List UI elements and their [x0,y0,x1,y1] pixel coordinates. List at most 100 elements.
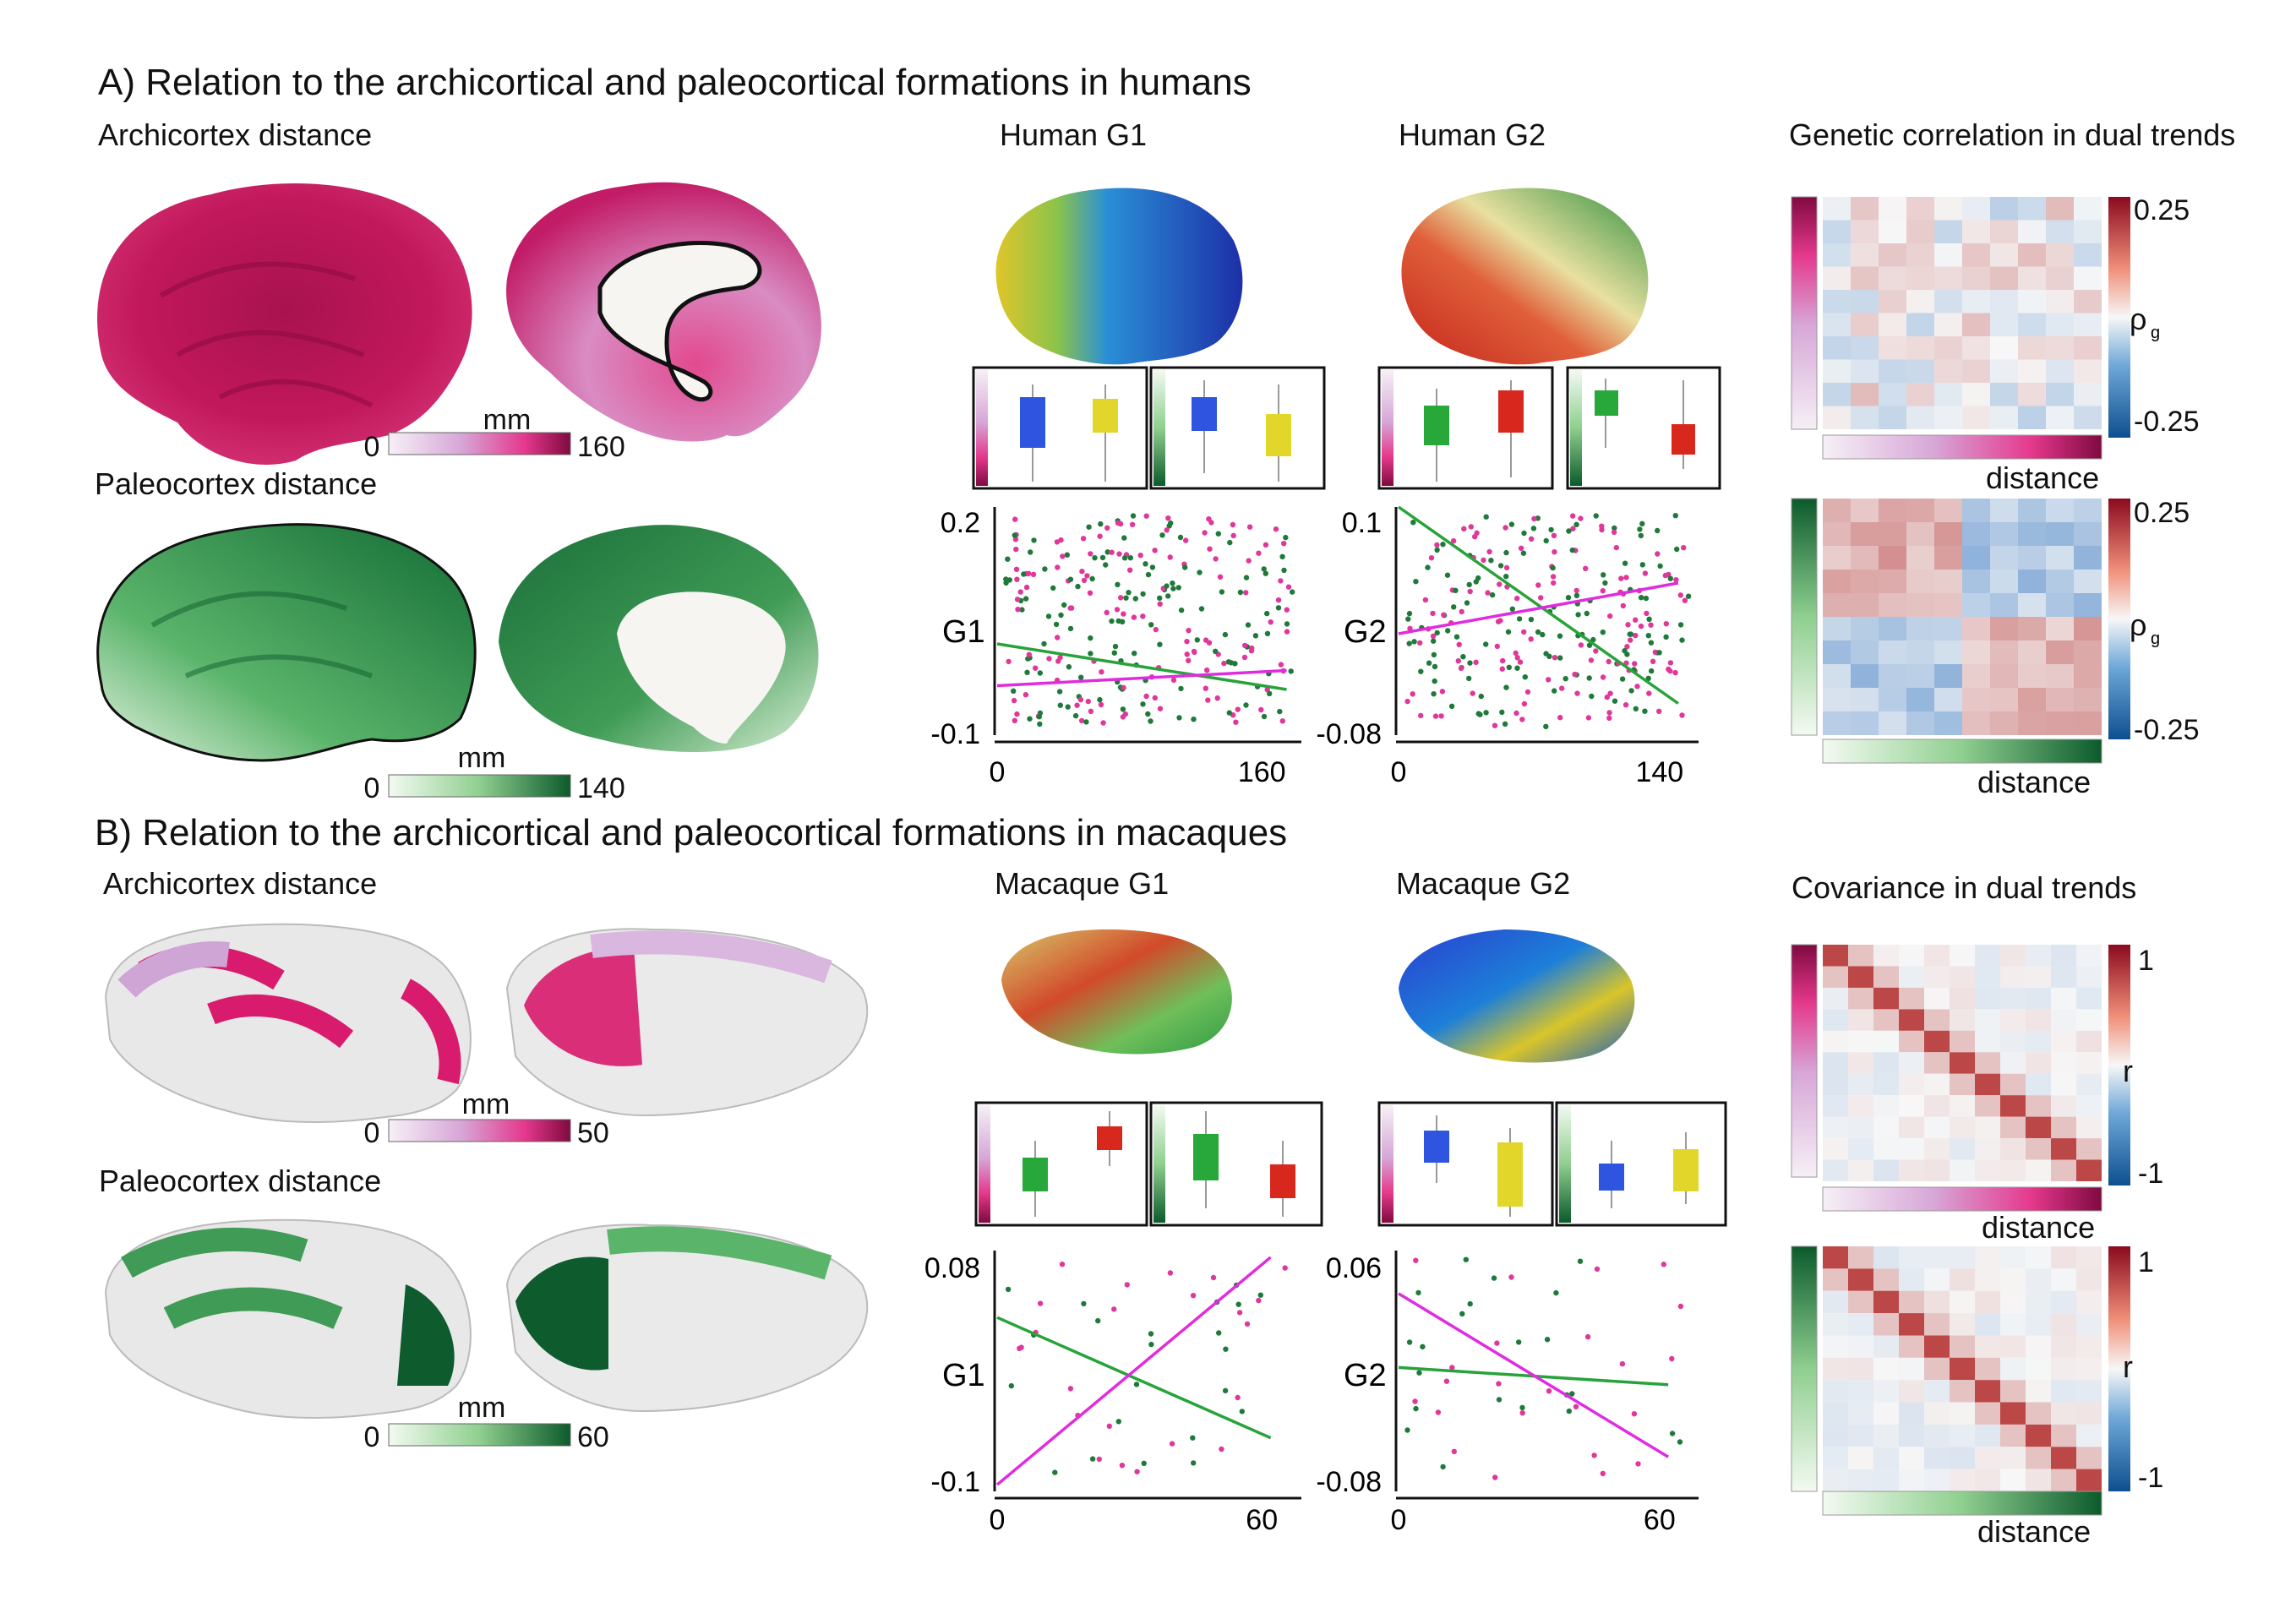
scatter-point [1023,584,1030,591]
scatter-point [1631,1411,1638,1417]
matrix-cell [1823,1246,1848,1269]
matrix-cell [2000,1268,2026,1291]
matrix-cell [1873,1138,1899,1160]
scatter-point [1406,1339,1413,1345]
matrix-cell [1990,220,2018,243]
matrix-cell [1934,664,1962,688]
matA1-rho-symbol: ρ [2130,302,2146,336]
scatter-point [1088,651,1093,657]
archi-bar-b-max: 50 [577,1117,609,1149]
matrix-cell [1924,1116,1950,1139]
scatter-point [1503,574,1509,580]
matrix-cell [1906,266,1934,290]
matA1-rho-sub: g [2151,324,2160,342]
matrix-cell [1879,640,1906,664]
scatter-point [1600,1470,1606,1477]
scatter-point [1013,566,1020,572]
scatter-point [1418,712,1424,719]
scatter-point [1167,1270,1174,1276]
scatter-point [1085,698,1092,705]
matrix-cell [1851,617,1879,640]
scatter-point [1239,1409,1246,1414]
matrix-cell [1950,945,1975,967]
matrix-cell [1990,290,2018,313]
scatter-point [1226,710,1233,716]
scatter-point [1098,701,1104,708]
box-red [1270,1164,1295,1198]
matB2-cbar-min: -1 [2138,1462,2163,1494]
matrix-cell [2046,406,2074,429]
matrix-cell [2026,1246,2051,1269]
scatter-point [1099,669,1104,675]
scatter-point [1178,685,1184,692]
matrix-cell [2046,593,2074,617]
matrix-cell [1879,499,1906,522]
matrix-cell [1848,987,1873,1010]
scatter-point [1606,710,1612,716]
matrix-cell [1924,987,1950,1010]
matrix-cell [1962,266,1990,290]
covariance-matrix-archi [1823,945,2102,1181]
matrix-cell [1990,499,2018,522]
matA2-xlabel: distance [1977,765,2091,799]
matrix-cell [1823,1268,1848,1291]
genetic-corr-title: Genetic correlation in dual trends [1789,117,2235,152]
scatter-point [1191,1460,1197,1466]
matrix-cell [1962,290,1990,313]
scatter-point [1413,1405,1419,1412]
scatter-point [1267,690,1273,697]
matrix-cell [1975,1357,2000,1381]
matA1-side-bar [1791,196,1818,430]
scatter-point [1604,694,1611,700]
matrix-cell [1990,406,2018,429]
scatter-point [1132,651,1137,657]
scatter-point [1278,662,1284,668]
scatter-point [1058,537,1064,543]
matrix-cell [2046,570,2074,593]
matrix-cell [1873,945,1899,967]
scatter-point [1149,564,1156,570]
matrix-cell [2000,1073,2026,1096]
matrix-cell [1990,313,2018,336]
scatter-point [1483,710,1489,716]
matrix-cell [1906,664,1934,688]
scatter-point [1011,688,1017,694]
scatter-point [1141,1460,1147,1467]
scatter-point [1483,641,1489,647]
scatter-point [1012,532,1018,538]
matrix-cell [1851,290,1879,313]
matrix-cell [1873,1447,1899,1469]
scatter-point [1148,718,1153,724]
scatter-point [1434,630,1440,636]
matrix-cell [2051,1246,2076,1269]
matrix-cell [1851,522,1879,546]
scatter-point [1208,520,1214,526]
scatter-point [1566,1408,1573,1414]
matrix-cell [1879,336,1906,360]
matrix-cell [1851,499,1879,522]
scatter-point [1261,713,1268,720]
scatter-point [1513,710,1519,717]
section-a-paleo-label: Paleocortex distance [95,466,377,501]
scatter-point [1492,722,1498,728]
matrix-cell [2046,546,2074,570]
x-tick-label: 140 [1635,756,1683,788]
matrix-cell [2000,1009,2026,1031]
matrix-cell [1899,1073,1924,1096]
scatter-point [1578,642,1584,648]
scatter-point [1030,571,1037,577]
scatter-point [1015,607,1021,613]
matrix-cell [1848,1335,1873,1358]
matrix-cell [1950,1073,1975,1096]
scatter-point [1060,553,1066,559]
matrix-cell [1899,945,1924,967]
scatter-point [1432,678,1437,684]
scatter-point [1618,575,1624,581]
matrix-cell [1823,383,1851,406]
scatter-point [1411,639,1417,645]
matrix-cell [1924,1402,1950,1425]
matrix-cell [1823,1380,1848,1403]
scatter-point [1646,690,1652,696]
scatter-point [1594,1266,1601,1273]
